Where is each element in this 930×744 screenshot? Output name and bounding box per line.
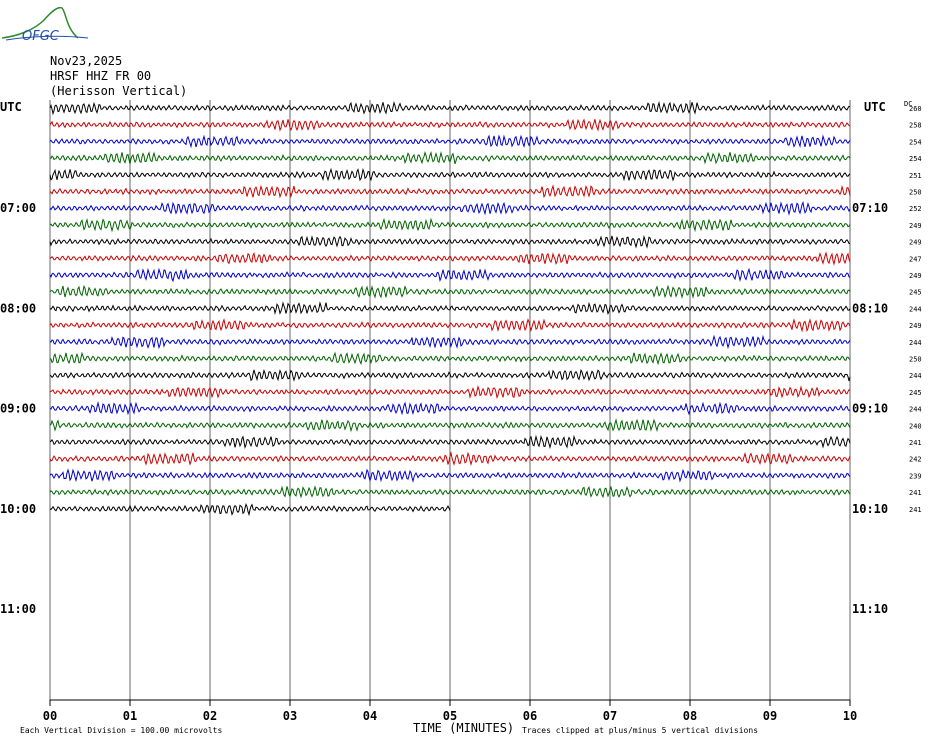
dc-offset-label: 254 (909, 155, 922, 163)
dc-offset-label: 249 (909, 322, 922, 330)
hour-label-left: 09:00 (0, 402, 36, 416)
seismic-trace (49, 401, 851, 416)
seismic-trace (49, 217, 851, 233)
dc-offset-label: 250 (909, 356, 922, 364)
logo-text: OFGC (22, 29, 60, 44)
logo-swoosh-icon (5, 35, 89, 41)
seismic-trace (49, 385, 851, 400)
hour-label-right: 08:10 (852, 301, 888, 315)
hour-label-left: 11:00 (0, 602, 36, 616)
hour-label-right: 10:10 (852, 502, 888, 516)
seismic-trace (49, 200, 851, 216)
seismic-trace (49, 368, 851, 382)
dc-offset-label: 249 (909, 272, 922, 280)
seismic-trace (49, 434, 851, 450)
dc-offset-label: 252 (909, 205, 922, 213)
seismic-trace (49, 485, 851, 499)
ofgc-logo: OFGC (1, 6, 89, 44)
seismic-trace (49, 267, 851, 283)
seismic-trace (49, 301, 851, 316)
x-tick-label: 09 (763, 709, 777, 723)
dc-offset-label: 254 (909, 138, 922, 146)
dc-offset-label: 245 (909, 389, 922, 397)
x-tick-label: 02 (203, 709, 217, 723)
x-tick-label: 06 (523, 709, 537, 723)
logo-mountain-icon (1, 6, 79, 39)
hour-label-right: 07:10 (852, 201, 888, 215)
dc-offset-label: 242 (909, 456, 922, 464)
seismic-trace (49, 451, 851, 466)
dc-offset-label: 249 (909, 239, 922, 247)
seismic-trace (49, 334, 851, 350)
dc-offset-label: 245 (909, 289, 922, 297)
x-tick-label: 04 (363, 709, 377, 723)
seismic-trace (49, 502, 451, 517)
seismic-trace (49, 134, 851, 149)
dc-offset-label: 241 (909, 506, 922, 514)
seismic-trace (49, 150, 851, 165)
dc-offset-label: 244 (909, 305, 922, 313)
hour-label-left: 08:00 (0, 301, 36, 315)
dc-offset-label: 250 (909, 189, 922, 197)
header-date: Nov23,2025 (50, 54, 122, 68)
label-layer: 00 01 02 03 04 05 06 07 08 09 10 260 258 254 254 251 250… (0, 105, 922, 723)
x-tick-label: 03 (283, 709, 297, 723)
left-utc-label: UTC (0, 100, 22, 114)
dc-offset-label: 241 (909, 439, 922, 447)
hour-label-right: 11:10 (852, 602, 888, 616)
dc-offset-label: 249 (909, 222, 922, 230)
dc-offset-label: 239 (909, 472, 922, 480)
dc-label: DC (904, 100, 912, 108)
hour-label-left: 10:00 (0, 502, 36, 516)
x-axis-title: TIME (MINUTES) (413, 721, 514, 735)
seismic-trace (49, 284, 851, 299)
seismic-trace (49, 100, 851, 116)
seismic-trace (49, 184, 851, 199)
seismic-trace (49, 118, 851, 132)
dc-offset-label: 260 (909, 105, 922, 113)
dc-offset-label: 258 (909, 122, 922, 130)
seismic-trace (49, 318, 851, 333)
right-utc-label: UTC (864, 100, 886, 114)
seismic-trace (49, 468, 851, 484)
dc-offset-label: 244 (909, 406, 922, 414)
x-tick-label: 07 (603, 709, 617, 723)
hour-label-left: 07:00 (0, 201, 36, 215)
x-tick-label: 08 (683, 709, 697, 723)
dc-offset-label: 241 (909, 489, 922, 497)
grid-layer (49, 100, 851, 706)
trace-layer (49, 100, 851, 517)
x-tick-label: 05 (443, 709, 457, 723)
x-tick-label: 10 (843, 709, 857, 723)
x-tick-label: 01 (123, 709, 137, 723)
seismic-trace (49, 418, 851, 433)
seismic-trace (49, 167, 851, 182)
seismic-trace (49, 251, 851, 266)
dc-offset-label: 251 (909, 172, 922, 180)
seismic-trace (49, 351, 851, 366)
x-tick-label: 00 (43, 709, 57, 723)
dc-offset-label: 240 (909, 422, 922, 430)
header-location: (Herisson Vertical) (50, 84, 187, 98)
scale-note: Each Vertical Division = 100.00 microvol… (20, 726, 222, 735)
clip-note: Traces clipped at plus/minus 5 vertical … (522, 726, 758, 735)
dc-offset-label: 244 (909, 372, 922, 380)
hour-label-right: 09:10 (852, 402, 888, 416)
header-station: HRSF HHZ FR 00 (50, 69, 151, 83)
seismic-trace (49, 234, 851, 249)
dc-offset-label: 244 (909, 339, 922, 347)
dc-offset-label: 247 (909, 255, 922, 263)
